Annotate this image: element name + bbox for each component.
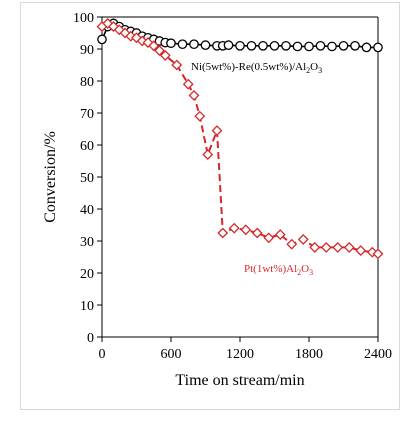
data-point-diamond [202, 149, 214, 161]
data-point-diamond [320, 241, 332, 253]
data-point-diamond [251, 227, 263, 239]
data-point-diamond [332, 241, 344, 253]
data-point-circle [258, 40, 268, 51]
data-point-diamond [148, 40, 160, 52]
data-point-circle [97, 34, 107, 45]
data-point-diamond [188, 89, 200, 101]
y-tick-label: 50 [80, 171, 94, 186]
data-point-circle [304, 41, 314, 52]
data-point-diamond [154, 45, 165, 57]
series-label-ni-re: Ni(5wt%)-Re(0.5wt%)/Al2O3 [191, 61, 322, 75]
y-tick-label: 0 [87, 331, 94, 346]
data-point-diamond [286, 238, 298, 250]
series-pt [96, 17, 384, 260]
series-label-part: Pt(1wt%)Al [244, 263, 297, 275]
series-label-part: O [310, 61, 318, 73]
series-label-part: 2 [297, 268, 301, 277]
data-point-circle [373, 42, 383, 53]
data-point-diamond [194, 110, 206, 122]
y-tick-label: 60 [80, 139, 94, 154]
data-point-circle [269, 40, 280, 51]
data-point-circle [281, 40, 291, 51]
x-axis-title: Time on stream/min [175, 372, 304, 389]
y-tick-label: 30 [80, 235, 94, 250]
x-tick-label: 1200 [226, 347, 254, 362]
series-line [101, 22, 379, 255]
y-tick-label: 20 [80, 267, 94, 282]
tick-group: 0 10 20 30 40 50 60 70 80 90 100 0 600 1200 1800 2400 [73, 11, 392, 362]
y-tick-label: 10 [80, 299, 94, 314]
series-label-part: 2 [306, 66, 310, 75]
chart-frame: 0 10 20 30 40 50 60 70 80 90 100 0 600 1200 1800 2400 T… [20, 2, 400, 410]
data-point-circle [327, 41, 337, 52]
data-point-diamond [182, 78, 194, 90]
data-point-circle [200, 40, 211, 51]
x-tick-label: 600 [161, 347, 182, 362]
data-point-circle [361, 42, 372, 53]
y-tick-label: 40 [80, 203, 94, 218]
y-tick-label: 100 [73, 11, 94, 26]
data-point-circle [350, 40, 360, 51]
x-tick-label: 0 [99, 347, 106, 362]
data-point-diamond [217, 227, 229, 239]
y-axis-title: Conversion/% [42, 131, 59, 223]
data-point-circle [246, 40, 257, 51]
data-point-diamond [228, 222, 240, 234]
data-point-diamond [372, 248, 384, 260]
x-tick-label: 2400 [364, 347, 392, 362]
x-tick-label: 1800 [295, 347, 323, 362]
data-point-circle [292, 41, 303, 52]
data-point-diamond [211, 125, 223, 137]
data-point-diamond [240, 224, 252, 236]
y-tick-label: 90 [80, 43, 94, 58]
data-point-circle [235, 40, 245, 51]
data-point-circle [189, 39, 199, 50]
conversion-chart: 0 10 20 30 40 50 60 70 80 90 100 0 600 1200 1800 2400 T… [42, 11, 392, 389]
data-point-diamond [355, 245, 367, 257]
series-label-part: Ni(5wt%)-Re(0.5wt%)/Al [191, 61, 306, 73]
series-label-part: 3 [318, 66, 322, 75]
series-label-part: O [301, 263, 309, 275]
y-tick-label: 80 [80, 75, 94, 90]
data-point-diamond [171, 59, 183, 71]
data-point-diamond [274, 229, 286, 241]
data-point-diamond [343, 241, 355, 253]
data-point-diamond [263, 232, 275, 244]
data-point-circle [223, 40, 234, 51]
data-point-diamond [297, 233, 309, 245]
series-label-part: 3 [309, 268, 313, 277]
data-point-diamond [309, 241, 321, 253]
y-tick-label: 70 [80, 107, 94, 122]
series-layer [96, 17, 384, 260]
data-point-diamond [159, 49, 171, 61]
data-point-circle [315, 40, 326, 51]
data-point-circle [177, 39, 188, 50]
series-ni-re [97, 18, 383, 53]
data-point-circle [166, 38, 176, 49]
data-point-circle [338, 40, 349, 51]
series-label-pt: Pt(1wt%)Al2O3 [244, 263, 313, 277]
